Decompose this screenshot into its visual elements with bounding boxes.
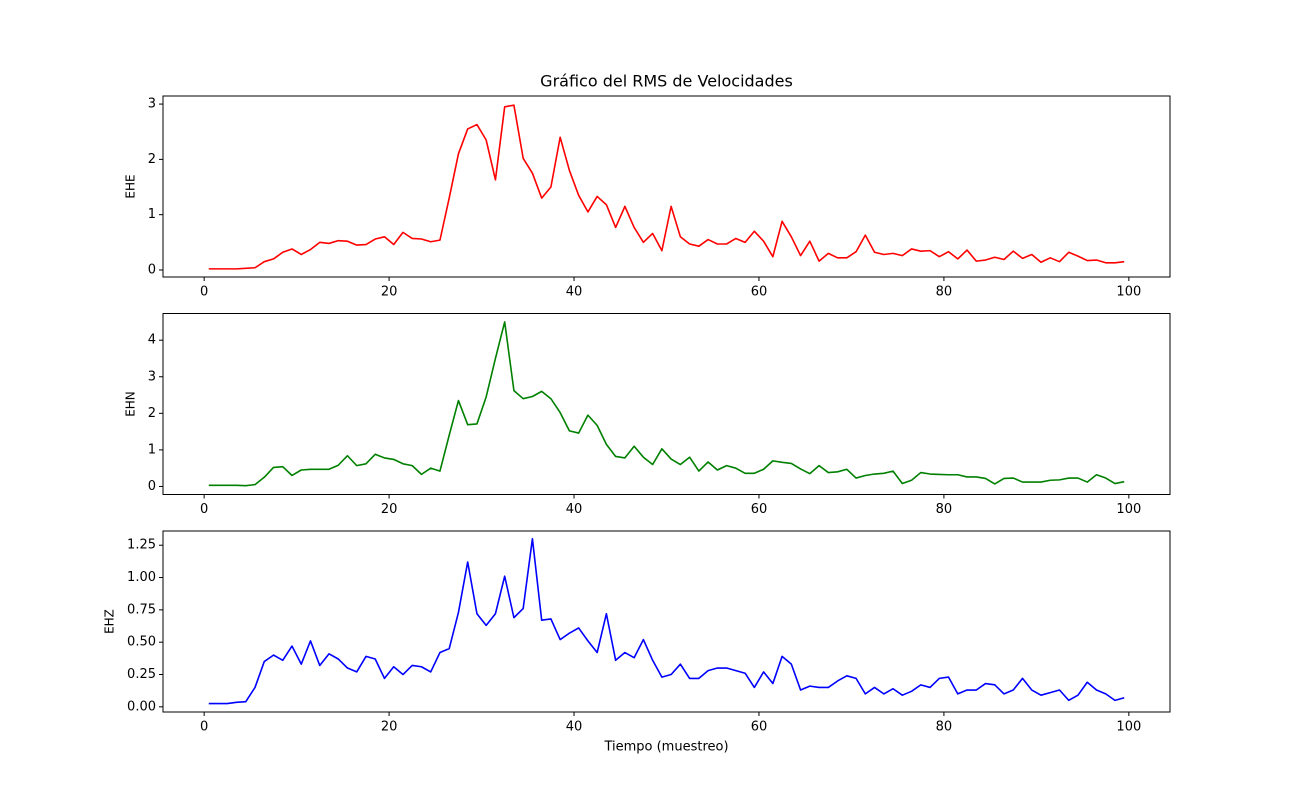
x-tick-label: 100 bbox=[1116, 285, 1141, 300]
y-tick-label: 1 bbox=[148, 207, 156, 222]
axes-frame bbox=[162, 313, 1171, 495]
y-axis-label: EHE bbox=[124, 174, 138, 198]
y-tick-label: 3 bbox=[148, 369, 156, 384]
y-tick-label: 1 bbox=[148, 442, 156, 457]
chart-title: Gráfico del RMS de Velocidades bbox=[540, 72, 793, 91]
x-tick-label: 60 bbox=[751, 502, 768, 517]
x-tick-label: 0 bbox=[200, 285, 208, 300]
x-tick-label: 40 bbox=[566, 285, 583, 300]
x-tick-label: 0 bbox=[200, 720, 208, 735]
x-tick-label: 40 bbox=[566, 502, 583, 517]
x-tick-label: 60 bbox=[751, 285, 768, 300]
y-tick-label: 0.75 bbox=[127, 602, 156, 617]
x-tick-label: 100 bbox=[1116, 502, 1141, 517]
data-line bbox=[208, 537, 1125, 705]
y-axis-label: EHZ bbox=[103, 609, 117, 634]
y-tick-label: 2 bbox=[148, 406, 156, 421]
x-tick-label: 20 bbox=[381, 720, 398, 735]
data-line bbox=[208, 104, 1125, 270]
x-tick-label: 0 bbox=[200, 502, 208, 517]
y-tick-label: 0.50 bbox=[127, 635, 156, 650]
y-tick-label: 3 bbox=[148, 97, 156, 112]
x-tick-label: 100 bbox=[1116, 720, 1141, 735]
x-tick-label: 20 bbox=[381, 285, 398, 300]
y-tick-label: 1.25 bbox=[127, 538, 156, 553]
y-axis-label: EHN bbox=[124, 391, 138, 417]
data-line bbox=[208, 321, 1125, 487]
x-tick-label: 80 bbox=[936, 502, 953, 517]
axes-frame bbox=[162, 95, 1171, 278]
y-tick-label: 0.00 bbox=[127, 699, 156, 714]
x-tick-label: 20 bbox=[381, 502, 398, 517]
y-tick-label: 0.25 bbox=[127, 667, 156, 682]
x-tick-label: 60 bbox=[751, 720, 768, 735]
y-tick-label: 2 bbox=[148, 152, 156, 167]
y-tick-label: 0 bbox=[148, 479, 156, 494]
y-tick-label: 0 bbox=[148, 262, 156, 277]
x-axis-label: Tiempo (muestreo) bbox=[603, 740, 728, 755]
y-tick-label: 4 bbox=[148, 333, 156, 348]
axes-frame bbox=[162, 530, 1171, 713]
x-tick-label: 40 bbox=[566, 720, 583, 735]
y-tick-label: 1.00 bbox=[127, 570, 156, 585]
x-tick-label: 80 bbox=[936, 720, 953, 735]
x-tick-label: 80 bbox=[936, 285, 953, 300]
